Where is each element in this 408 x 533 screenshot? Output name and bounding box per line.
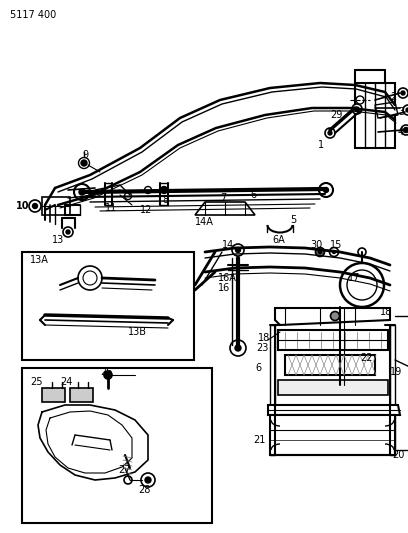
Circle shape (124, 192, 131, 199)
Text: 22: 22 (360, 353, 373, 363)
Circle shape (145, 477, 151, 483)
Text: 8: 8 (162, 195, 168, 205)
Text: 21: 21 (253, 435, 265, 445)
Text: 26: 26 (100, 367, 112, 377)
Text: 25: 25 (30, 377, 42, 387)
Bar (22, 368, 212, 523)
Text: 17: 17 (348, 273, 360, 283)
Circle shape (401, 91, 405, 95)
Text: 10: 10 (16, 201, 29, 211)
Circle shape (160, 187, 168, 193)
Text: 27: 27 (118, 465, 131, 475)
Text: 15: 15 (330, 240, 342, 250)
Circle shape (74, 184, 90, 200)
Text: 18: 18 (380, 307, 392, 317)
Circle shape (333, 251, 335, 254)
Circle shape (330, 247, 339, 256)
Text: 11: 11 (105, 203, 117, 213)
Text: 24: 24 (60, 377, 72, 387)
Text: 2: 2 (390, 92, 396, 102)
Circle shape (398, 88, 408, 98)
Polygon shape (355, 83, 395, 148)
Circle shape (358, 248, 366, 256)
Text: 6A: 6A (272, 235, 285, 245)
Circle shape (235, 247, 240, 253)
Text: 13: 13 (52, 235, 64, 245)
Text: 20: 20 (392, 450, 404, 460)
Polygon shape (390, 325, 395, 455)
Bar (42, 197, 70, 215)
Circle shape (81, 160, 87, 166)
Text: 16: 16 (218, 283, 230, 293)
Circle shape (330, 311, 339, 320)
Circle shape (401, 125, 408, 135)
Polygon shape (270, 325, 275, 455)
Text: 7: 7 (220, 193, 226, 203)
Polygon shape (70, 388, 93, 402)
Text: 6: 6 (250, 190, 256, 200)
Polygon shape (270, 415, 395, 455)
Circle shape (230, 340, 246, 356)
Text: 23: 23 (256, 343, 268, 353)
Polygon shape (268, 405, 400, 415)
Circle shape (319, 183, 333, 197)
Circle shape (235, 345, 241, 351)
Text: 1: 1 (318, 140, 324, 150)
Circle shape (340, 263, 384, 307)
Text: 19: 19 (390, 367, 402, 377)
Circle shape (403, 105, 408, 115)
Text: 13B: 13B (128, 327, 147, 337)
Polygon shape (275, 308, 390, 325)
Circle shape (324, 188, 328, 192)
Circle shape (406, 108, 408, 112)
Circle shape (355, 107, 359, 111)
Circle shape (78, 266, 102, 290)
Circle shape (124, 476, 132, 484)
Circle shape (29, 200, 41, 212)
Polygon shape (285, 355, 375, 375)
Text: 18: 18 (258, 333, 270, 343)
Polygon shape (278, 330, 388, 350)
Circle shape (319, 251, 322, 254)
Circle shape (144, 187, 151, 193)
Bar (22, 252, 194, 360)
Circle shape (328, 131, 332, 135)
Text: 13A: 13A (30, 255, 49, 265)
Text: 3: 3 (398, 107, 404, 117)
Polygon shape (278, 380, 388, 395)
Text: 28: 28 (138, 485, 151, 495)
Text: 5: 5 (290, 215, 296, 225)
Circle shape (315, 247, 324, 256)
Text: 29: 29 (330, 110, 342, 120)
Text: 14: 14 (222, 240, 234, 250)
Polygon shape (42, 388, 65, 402)
Circle shape (33, 204, 38, 208)
Text: 16A: 16A (218, 273, 237, 283)
Circle shape (66, 230, 70, 234)
Circle shape (325, 128, 335, 138)
Circle shape (63, 227, 73, 237)
Circle shape (347, 270, 377, 300)
Text: 30: 30 (310, 240, 322, 250)
Circle shape (104, 371, 112, 379)
Circle shape (352, 104, 362, 114)
Circle shape (141, 473, 155, 487)
Text: 9: 9 (82, 150, 88, 160)
Circle shape (79, 189, 85, 195)
Polygon shape (195, 202, 255, 215)
Polygon shape (375, 102, 398, 118)
Text: 4: 4 (398, 127, 404, 137)
Circle shape (356, 96, 364, 104)
Circle shape (232, 244, 244, 256)
Text: 5117 400: 5117 400 (10, 10, 56, 20)
Circle shape (404, 127, 408, 133)
Text: 6: 6 (255, 363, 261, 373)
Text: 14A: 14A (195, 217, 214, 227)
Text: 12: 12 (140, 205, 152, 215)
